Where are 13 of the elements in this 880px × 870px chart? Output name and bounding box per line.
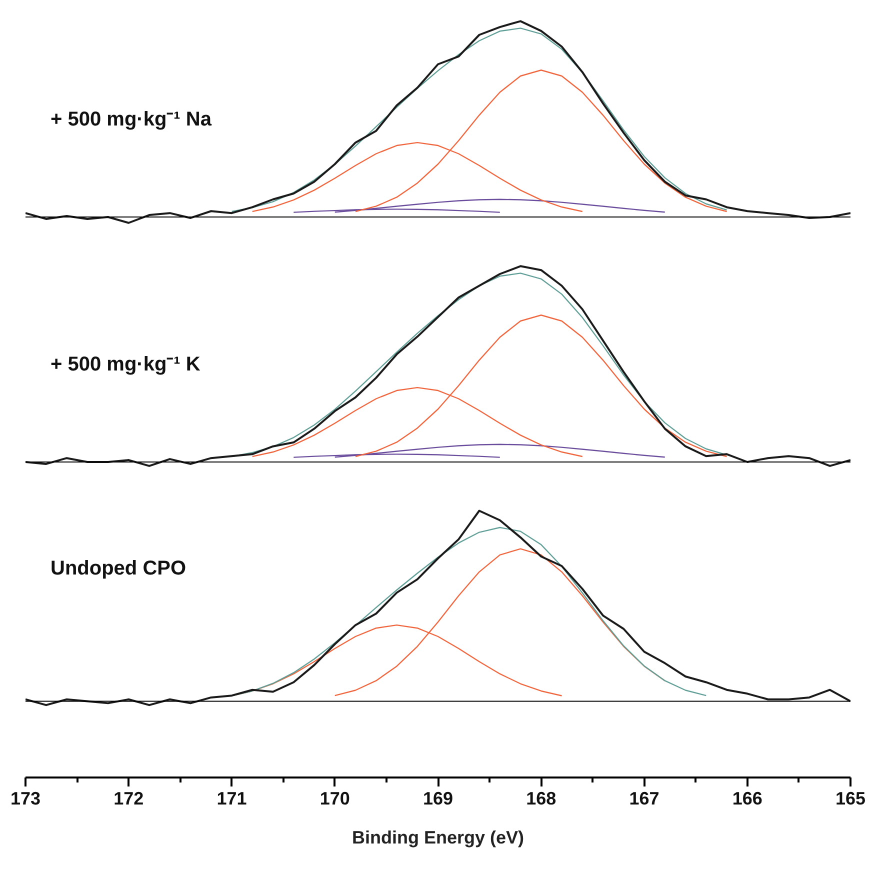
x-tick-label: 165 — [835, 788, 866, 808]
x-tick-label: 168 — [526, 788, 556, 808]
x-tick-label: 169 — [422, 788, 454, 808]
text: + 500 mg·kg⁻¹ K — [50, 353, 201, 376]
x-axis-title: Binding Energy (eV) — [352, 828, 524, 848]
x-tick-label: 172 — [114, 788, 144, 808]
text: Undoped CPO — [50, 558, 186, 580]
x-tick-label: 167 — [629, 788, 660, 808]
text: + 500 mg·kg⁻¹ Na — [50, 108, 212, 130]
x-tick-label: 170 — [320, 788, 350, 808]
x-tick-label: 166 — [732, 788, 762, 808]
x-tick-label: 173 — [10, 788, 41, 808]
x-tick-label: 171 — [216, 788, 247, 808]
